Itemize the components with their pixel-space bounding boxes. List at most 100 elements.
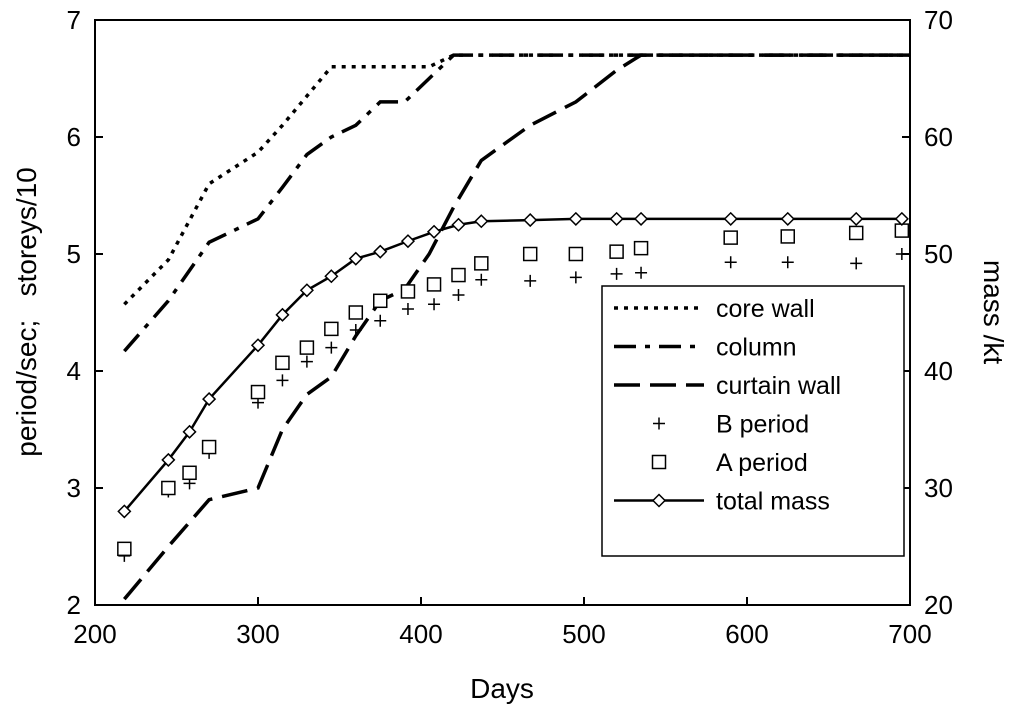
data-point-total-mass <box>202 392 217 407</box>
data-point-B-period <box>428 298 441 311</box>
data-point-A-period <box>275 355 290 371</box>
data-point-total-mass <box>780 211 795 226</box>
data-point-B-period <box>635 266 648 279</box>
x-tick-label: 700 <box>888 619 931 649</box>
data-point-A-period <box>609 244 624 259</box>
data-point-total-mass <box>474 214 489 229</box>
data-point-total-mass <box>299 283 314 298</box>
legend: core wall column curtain wall B period A per… <box>601 285 905 557</box>
x-axis-label: Days <box>470 673 534 704</box>
data-point-total-mass <box>117 504 132 519</box>
legend-label: total mass <box>716 488 830 516</box>
data-point-B-period <box>374 314 387 327</box>
data-point-A-period <box>324 321 339 337</box>
data-point-total-mass <box>373 244 388 259</box>
series-line-column <box>123 53 910 353</box>
left-y-tick-label: 5 <box>67 239 81 269</box>
left-y-tick-label: 7 <box>67 5 81 35</box>
data-point-total-mass <box>182 424 197 439</box>
right-y-tick-label: 50 <box>924 239 953 269</box>
x-tick-label: 200 <box>73 619 116 649</box>
data-point-total-mass <box>849 211 864 226</box>
legend-label: core wall <box>716 295 815 323</box>
data-point-B-period <box>781 256 794 269</box>
data-point-B-period <box>349 324 362 337</box>
x-tick-label: 400 <box>399 619 442 649</box>
data-point-B-period <box>452 288 465 301</box>
data-point-A-period <box>780 229 795 244</box>
data-point-A-period <box>474 256 489 271</box>
left-y-tick-label: 2 <box>67 590 81 620</box>
legend-item-total-mass: total mass <box>614 488 830 516</box>
right-y-tick-label: 40 <box>924 356 953 386</box>
right-y-tick-label: 20 <box>924 590 953 620</box>
series-layer <box>117 53 910 601</box>
data-point-A-period <box>348 305 364 320</box>
axes-layer: 200 300 400 500 600 700 2 3 4 5 6 7 20 30 40 50 60 70 <box>67 5 953 649</box>
data-point-A-period <box>400 284 416 299</box>
data-point-A-period <box>522 246 538 262</box>
data-point-total-mass <box>324 269 339 284</box>
data-point-total-mass <box>568 211 583 226</box>
data-point-A-period <box>426 277 442 292</box>
data-point-total-mass <box>523 213 538 228</box>
data-point-A-period <box>451 267 466 283</box>
data-point-total-mass <box>348 251 363 266</box>
data-point-total-mass <box>609 211 624 226</box>
legend-label: column <box>716 334 797 362</box>
data-point-A-period <box>299 340 315 355</box>
data-point-total-mass <box>723 211 738 226</box>
data-point-B-period <box>524 274 537 287</box>
data-point-A-period <box>568 246 584 262</box>
legend-swatch-marker <box>653 417 665 430</box>
data-point-A-period <box>633 240 649 256</box>
data-point-total-mass <box>894 211 909 226</box>
data-point-A-period <box>723 230 738 245</box>
data-point-A-period <box>373 293 388 309</box>
data-point-B-period <box>724 256 737 269</box>
data-point-total-mass <box>275 307 290 322</box>
series-line-curtain-wall <box>122 53 910 601</box>
x-tick-label: 300 <box>236 619 279 649</box>
data-point-B-period <box>401 302 414 315</box>
legend-swatch-marker <box>651 493 667 508</box>
left-y-tick-label: 3 <box>67 473 81 503</box>
data-point-B-period <box>300 355 313 368</box>
data-point-B-period <box>850 257 863 270</box>
data-point-A-period <box>201 439 217 455</box>
data-point-total-mass <box>451 217 466 232</box>
legend-label: B period <box>716 411 809 439</box>
legend-item-core-wall: core wall <box>614 295 815 323</box>
legend-box <box>601 285 905 557</box>
left-y-axis-label: period/sec; storeys/10 <box>11 167 42 456</box>
right-y-axis-label: mass /kt <box>978 260 1009 364</box>
series-line-total-mass <box>123 217 902 513</box>
data-point-B-period <box>569 271 582 284</box>
x-tick-label: 600 <box>725 619 768 649</box>
legend-items: core wall column curtain wall B period A per… <box>614 295 841 516</box>
data-point-total-mass <box>400 234 416 249</box>
legend-label: curtain wall <box>716 372 841 400</box>
series-column <box>123 53 910 353</box>
legend-item-curtain-wall: curtain wall <box>614 372 841 400</box>
legend-item-B-period: B period <box>653 411 809 439</box>
data-point-total-mass <box>161 452 176 467</box>
data-point-A-period <box>161 480 176 496</box>
data-point-B-period <box>610 267 623 280</box>
data-point-A-period <box>182 465 197 481</box>
data-point-A-period <box>117 541 132 557</box>
data-point-total-mass <box>633 211 649 226</box>
data-point-B-period <box>325 341 338 354</box>
data-point-A-period <box>848 225 864 241</box>
legend-item-A-period: A period <box>651 449 808 477</box>
right-y-tick-label: 30 <box>924 473 953 503</box>
x-tick-label: 500 <box>562 619 605 649</box>
left-y-tick-label: 4 <box>67 356 81 386</box>
series-A-period <box>117 223 910 557</box>
data-point-B-period <box>276 374 289 387</box>
legend-item-column: column <box>614 334 797 362</box>
left-y-tick-label: 6 <box>67 122 81 152</box>
legend-label: A period <box>716 449 808 477</box>
data-point-A-period <box>250 384 266 400</box>
